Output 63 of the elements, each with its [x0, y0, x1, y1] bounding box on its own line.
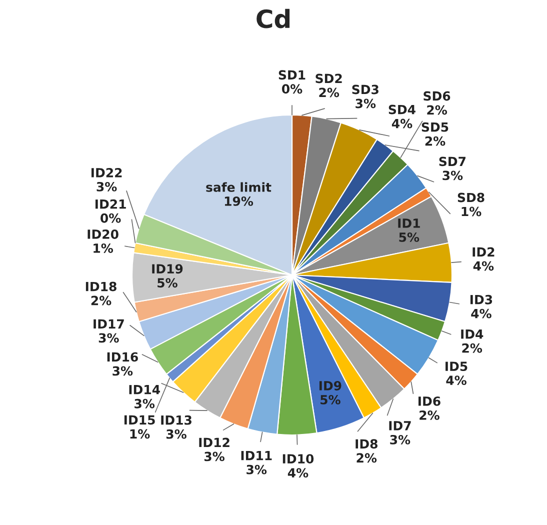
data-label: 5%	[158, 278, 178, 288]
data-label: 3%	[204, 452, 224, 462]
slice-label: ID15	[124, 415, 155, 425]
slice-label: SD7	[439, 156, 466, 166]
slice-label: ID16	[107, 352, 138, 362]
data-label: 4%	[392, 118, 412, 128]
slice-label: ID3	[470, 294, 492, 304]
slice-label: ID6	[418, 396, 440, 406]
slice-label: ID7	[389, 421, 411, 430]
slice-label: SD3	[352, 84, 378, 94]
data-label: 3%	[96, 182, 117, 192]
data-label: 19%	[224, 196, 254, 206]
data-label: 4%	[471, 308, 492, 318]
slice-label: ID19	[152, 264, 183, 274]
slice-label: SD6	[424, 91, 450, 101]
slice-label: ID10	[282, 454, 314, 464]
data-label: 3%	[442, 170, 463, 180]
data-label: 4%	[446, 376, 466, 386]
slice-label: ID17	[94, 319, 124, 328]
slice-label: ID2	[472, 247, 494, 257]
slice-label: ID14	[129, 385, 160, 394]
text: 0%	[282, 84, 302, 94]
data-label: 3%	[98, 333, 119, 343]
data-label: 5%	[320, 394, 340, 404]
slice-label: ID20	[88, 229, 118, 239]
slice-label: ID8	[356, 439, 378, 449]
slice-label: SD4	[388, 104, 416, 114]
data-label: 3%	[390, 434, 410, 444]
slice-label: ID9	[319, 380, 342, 390]
data-label: 4%	[288, 468, 308, 478]
slice-label: ID4	[461, 330, 484, 339]
slice-label: ID18	[86, 282, 116, 292]
text: 0%	[100, 213, 121, 223]
data-label: 5%	[399, 232, 420, 242]
data-label: 1%	[94, 243, 114, 253]
slice-label: ID22	[91, 168, 122, 178]
slice-label: safe limit	[206, 182, 272, 192]
slice-label: ID13	[161, 415, 192, 425]
data-label: 2%	[356, 453, 377, 463]
slice-label: ID11	[241, 451, 272, 460]
data-label: 3%	[356, 98, 376, 108]
data-label: 3%	[134, 398, 155, 408]
slice-label: ID1	[398, 218, 420, 228]
data-label: 2%	[425, 136, 446, 146]
data-label: 3%	[166, 429, 186, 439]
data-label: 3%	[246, 464, 267, 474]
data-label: 4%	[473, 261, 494, 271]
slice-label: ID5	[446, 362, 468, 372]
data-label: 1%	[130, 429, 150, 439]
slice-label: ID12	[199, 438, 230, 448]
data-label: 2%	[427, 105, 448, 115]
data-label: 2%	[462, 343, 482, 353]
data-label: 2%	[319, 88, 340, 98]
data-label: 3%	[112, 366, 133, 376]
data-label: 2%	[420, 410, 440, 420]
category-label: SD1	[278, 70, 306, 80]
slice-label: SD5	[422, 122, 448, 132]
category-label: ID21	[95, 199, 126, 209]
slice-label: SD8	[458, 192, 484, 202]
data-label: 1%	[462, 206, 482, 216]
chart-title: Cd	[256, 8, 290, 28]
data-label: 2%	[91, 296, 112, 306]
slice-label: SD2	[316, 74, 342, 84]
